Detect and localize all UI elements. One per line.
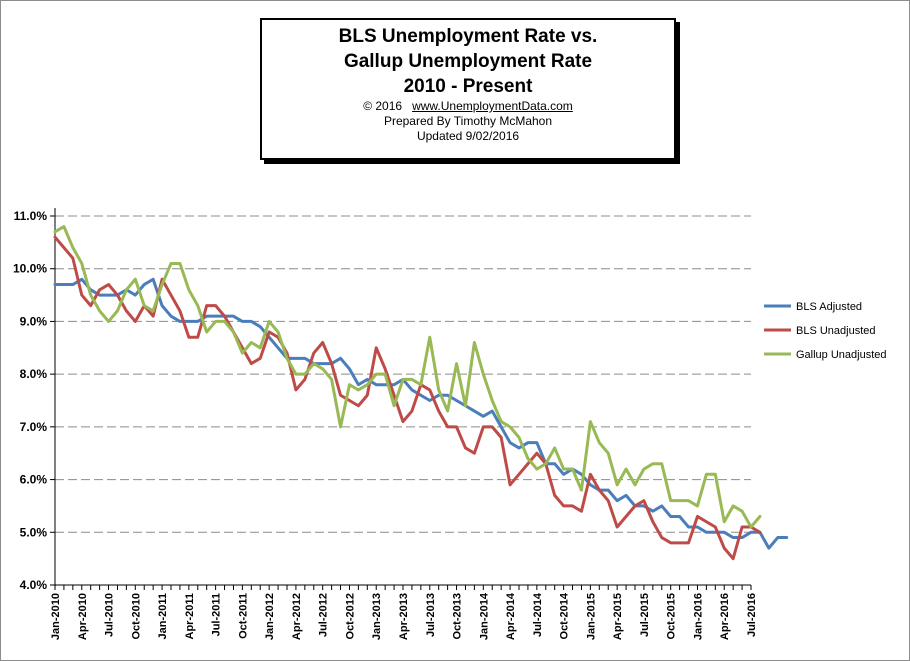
chart-title-line3: 2010 - Present <box>403 76 533 97</box>
x-tick-label: Apr-2011 <box>184 593 196 639</box>
x-tick-label: Jul-2013 <box>425 593 437 637</box>
y-tick-label: 8.0% <box>20 367 48 381</box>
chart-title-line2: Gallup Unemployment Rate <box>343 51 593 72</box>
x-tick-label: Jan-2015 <box>585 593 597 640</box>
x-tick-label: Jan-2012 <box>264 593 276 640</box>
x-tick-label: Oct-2010 <box>130 593 142 639</box>
legend: BLS Adjusted BLS Unadjusted Gallup Unadjus… <box>764 301 887 361</box>
series-lines <box>53 225 789 561</box>
x-tick-label: Jul-2015 <box>639 593 651 637</box>
x-tick-label: Oct-2012 <box>344 593 356 639</box>
copyright-text: © 2016 <box>363 99 403 113</box>
series-line-gallup-unadjusted <box>53 225 762 529</box>
website-link[interactable]: www.UnemploymentData.com <box>412 99 573 113</box>
gridlines <box>55 215 751 533</box>
y-tick-label: 5.0% <box>20 525 48 539</box>
updated-text: Updated 9/02/2016 <box>416 129 520 143</box>
x-tick-label: Jul-2011 <box>211 593 223 636</box>
legend-label: BLS Adjusted <box>796 301 862 313</box>
legend-label: Gallup Unadjusted <box>796 349 887 361</box>
y-tick-label: 7.0% <box>20 420 48 434</box>
x-tick-label: Apr-2014 <box>505 592 517 640</box>
x-tick-label: Apr-2010 <box>77 593 89 640</box>
x-tick-label: Oct-2011 <box>237 593 249 639</box>
y-tick-label: 4.0% <box>20 578 48 592</box>
copyright-line: © 2016 www.UnemploymentData.com <box>262 99 674 114</box>
axes: 4.0% 5.0% 6.0% 7.0% 8.0% 9.0% 10.0% 11.0% Jan-20… <box>13 208 758 640</box>
y-tick-label: 9.0% <box>20 314 48 328</box>
x-tick-label: Apr-2013 <box>398 593 410 640</box>
legend-label: BLS Unadjusted <box>796 325 876 337</box>
y-tick-label: 6.0% <box>20 473 48 487</box>
x-tick-label: Apr-2016 <box>719 593 731 640</box>
x-tick-label: Jan-2014 <box>478 592 490 640</box>
x-tick-label: Jul-2012 <box>318 593 330 637</box>
chart-title-line1: BLS Unemployment Rate vs. <box>338 26 598 47</box>
series-line-bls-adjusted <box>53 277 789 550</box>
series-line-bls-unadjusted <box>53 235 762 561</box>
x-tick-label: Jul-2014 <box>532 592 544 637</box>
y-tick-label: 11.0% <box>14 209 48 223</box>
x-tick-label: Jul-2016 <box>746 593 758 637</box>
x-tick-label: Oct-2015 <box>666 593 678 639</box>
x-tick-label: Oct-2013 <box>452 593 464 639</box>
x-tick-label: Jan-2013 <box>371 593 383 640</box>
x-tick-label: Jul-2010 <box>104 593 116 637</box>
x-tick-label: Jan-2011 <box>157 593 169 639</box>
x-tick-label: Apr-2015 <box>612 593 624 640</box>
prepared-by-text: Prepared By Timothy McMahon <box>383 114 553 128</box>
x-tick-label: Jan-2016 <box>692 593 704 640</box>
x-tick-label: Apr-2012 <box>291 593 303 640</box>
x-tick-label: Oct-2014 <box>559 592 571 639</box>
x-tick-label: Jan-2010 <box>50 593 62 640</box>
chart-title-box: BLS Unemployment Rate vs. Gallup Unemplo… <box>260 18 676 160</box>
y-tick-label: 10.0% <box>13 262 47 276</box>
